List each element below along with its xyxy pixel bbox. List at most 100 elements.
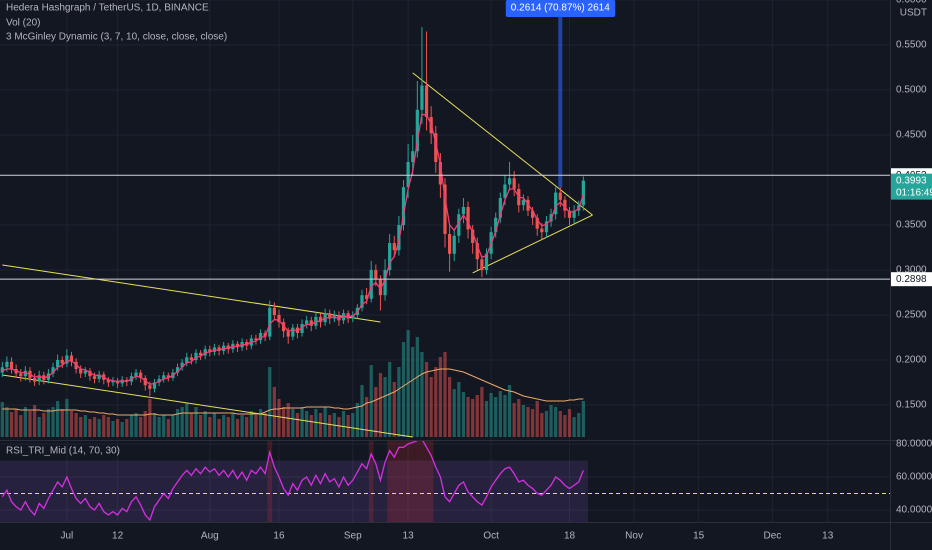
candle-body: [567, 210, 572, 218]
candle-body: [392, 242, 396, 251]
volume-bar: [424, 362, 429, 437]
volume-bar: [374, 387, 378, 437]
candle-body: [272, 307, 276, 315]
candle-body: [300, 323, 304, 333]
candle-body: [443, 184, 447, 234]
candle-body: [60, 359, 64, 364]
volume-bar: [175, 409, 180, 437]
volume-bar: [498, 391, 502, 437]
candle-body: [120, 379, 124, 384]
volume-bar: [254, 415, 258, 437]
rsi-overbought-shade: [391, 441, 397, 522]
rsi-band: [0, 460, 588, 522]
y-tick-label: 0.1500: [896, 400, 927, 411]
candle-body: [581, 180, 585, 206]
volume-bar: [531, 409, 535, 437]
measure-label: 0.2614 (70.87%) 2614: [511, 3, 610, 14]
volume-bar: [56, 401, 60, 437]
candle-body: [484, 253, 489, 270]
candle-body: [198, 352, 203, 356]
y-tick-label: 0.6000: [896, 0, 927, 6]
volume-bar: [286, 403, 290, 437]
volume-bar: [572, 417, 576, 437]
x-tick-label: Dec: [764, 531, 782, 542]
volume-bar: [521, 405, 526, 437]
volume-bar: [79, 417, 83, 437]
candle-body: [32, 377, 37, 382]
volume-bar: [139, 417, 143, 437]
candle-body: [254, 338, 258, 341]
candle-body: [19, 373, 23, 377]
candle-body: [88, 370, 92, 377]
volume-bar: [420, 352, 424, 437]
candle-body: [406, 161, 410, 188]
candle-body: [208, 349, 212, 352]
volume-bar: [111, 421, 115, 437]
volume-bar: [484, 401, 489, 437]
y-tick-label: 0.4500: [896, 130, 927, 141]
volume-bar: [37, 417, 41, 437]
candle-body: [364, 295, 369, 299]
candle-body: [378, 278, 383, 296]
volume-bar: [480, 387, 484, 437]
x-tick-label: Jul: [60, 531, 73, 542]
candle-body: [420, 85, 424, 110]
volume-bar: [517, 399, 521, 437]
candle-body: [226, 345, 230, 350]
candle-body: [461, 206, 466, 215]
rsi-tick-label: 80.0000: [896, 439, 932, 450]
candle-body: [424, 85, 429, 117]
candle-body: [162, 375, 166, 379]
volume-bar: [337, 417, 341, 437]
volume-bar: [554, 407, 558, 437]
candle-body: [554, 192, 558, 215]
volume-bar: [494, 397, 498, 437]
rsi-legend: RSI_TRI_Mid (14, 70, 30): [6, 446, 120, 457]
volume-bar: [189, 413, 193, 437]
rsi-line: [1, 441, 584, 522]
volume-bar: [88, 419, 92, 437]
x-tick-label: Nov: [625, 531, 643, 542]
volume-bar: [129, 415, 134, 437]
candle-body: [291, 327, 295, 337]
volume-bar: [281, 407, 286, 437]
volume-bar: [125, 419, 129, 437]
rsi-overbought-shade: [424, 441, 429, 522]
volume-bar: [74, 413, 78, 437]
volume-bar: [291, 409, 295, 437]
candle-body: [411, 151, 415, 162]
candle-body: [106, 379, 110, 383]
volume-bar: [19, 415, 23, 437]
candle-body: [286, 331, 290, 337]
volume-bar: [162, 415, 166, 437]
rsi-overbought-shade: [419, 441, 425, 522]
volume-bar: [217, 419, 221, 437]
volume-bar: [369, 365, 373, 437]
volume-bar: [567, 409, 572, 437]
candle-body: [572, 210, 576, 218]
volume-bar: [540, 413, 544, 437]
candle-body: [434, 133, 438, 162]
candle-body: [97, 374, 101, 379]
candle-body: [51, 367, 55, 374]
candle-body: [383, 269, 387, 296]
volume-bar: [60, 409, 64, 437]
volume-bar: [563, 415, 567, 437]
candle-body: [521, 199, 526, 206]
volume-bar: [222, 415, 226, 437]
volume-bar: [258, 409, 263, 437]
candle-body: [309, 320, 313, 326]
volume-bar: [208, 417, 212, 437]
rsi-overbought-shade: [415, 441, 420, 522]
price-label: 0.2898: [896, 274, 927, 285]
x-tick-label: 13: [822, 531, 834, 542]
y-tick-label: 0.3500: [896, 220, 927, 231]
volume-bar: [401, 342, 406, 437]
candle-body: [540, 228, 544, 233]
candle-body: [139, 372, 143, 378]
volume-bar: [263, 413, 267, 437]
volume-bar: [346, 415, 350, 437]
candle-body: [512, 178, 516, 189]
volume-bar: [471, 399, 475, 437]
